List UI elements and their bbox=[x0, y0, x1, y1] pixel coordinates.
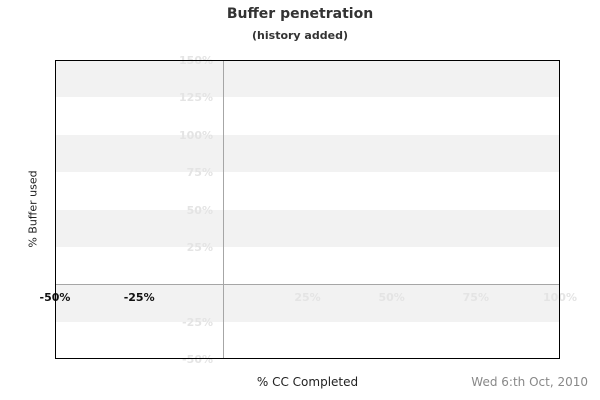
plot-band bbox=[55, 60, 560, 98]
plot-area: 150% 125% 100% 75% 50% 25% -25% -50% -50% -25% 25%… bbox=[40, 55, 577, 366]
y-zero-gridline bbox=[55, 284, 560, 285]
y-tick-label: 50% bbox=[186, 203, 213, 217]
y-tick-label: 125% bbox=[179, 91, 213, 105]
y-tick-label: -50% bbox=[182, 353, 213, 366]
y-tick-label: 75% bbox=[186, 166, 213, 180]
x-tick-label: 50% bbox=[378, 291, 405, 305]
y-tick-label: 100% bbox=[179, 128, 213, 142]
y-axis-title: % Buffer used bbox=[26, 170, 40, 248]
plot-band bbox=[55, 209, 560, 247]
plot-band bbox=[55, 284, 560, 322]
plot-band bbox=[55, 134, 560, 173]
x-zero-gridline bbox=[223, 60, 224, 359]
x-tick-label: -25% bbox=[123, 291, 155, 305]
y-tick-label: 25% bbox=[186, 240, 213, 254]
y-tick-label: -25% bbox=[182, 315, 213, 329]
x-tick-label: 25% bbox=[294, 291, 321, 305]
chart-date: Wed 6:th Oct, 2010 bbox=[471, 375, 588, 389]
chart-subtitle: (history added) bbox=[252, 29, 348, 42]
x-tick-label: 75% bbox=[462, 291, 489, 305]
chart-title: Buffer penetration bbox=[226, 6, 374, 22]
y-tick-label: 150% bbox=[179, 54, 213, 67]
x-axis-title: % CC Completed bbox=[256, 375, 359, 389]
x-tick-label: 100% bbox=[543, 291, 577, 305]
